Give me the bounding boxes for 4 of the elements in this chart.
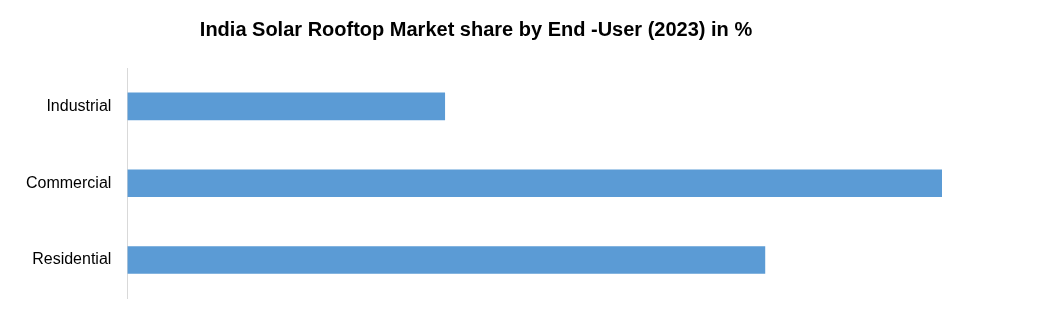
y-tick-label: Industrial (46, 96, 112, 114)
y-tick-label: Commercial (26, 173, 112, 191)
y-tick-label: Residential (32, 250, 112, 268)
chart-title: India Solar Rooftop Market share by End -User (2023) in % (199, 17, 753, 40)
